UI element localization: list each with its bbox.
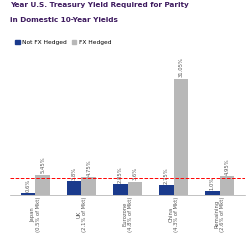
Bar xyxy=(174,78,188,195)
Bar xyxy=(128,182,142,195)
Text: in Domestic 10-Year Yields: in Domestic 10-Year Yields xyxy=(10,18,118,24)
Text: 3.6%: 3.6% xyxy=(132,167,137,180)
Text: 1.0%: 1.0% xyxy=(210,177,215,190)
Bar xyxy=(220,176,234,195)
Text: 3.8%: 3.8% xyxy=(72,166,76,179)
Bar xyxy=(35,174,50,195)
Bar xyxy=(159,185,174,195)
Bar xyxy=(67,181,82,195)
Text: 5.45%: 5.45% xyxy=(40,157,45,174)
Text: 31.05%: 31.05% xyxy=(178,58,184,78)
Bar xyxy=(82,177,96,195)
Text: 2.75%: 2.75% xyxy=(164,167,169,184)
Bar xyxy=(113,184,128,195)
Text: 4.95%: 4.95% xyxy=(224,159,230,175)
Text: 4.75%: 4.75% xyxy=(86,160,91,176)
Text: 0.6%: 0.6% xyxy=(26,178,30,192)
Legend: Not FX Hedged, FX Hedged: Not FX Hedged, FX Hedged xyxy=(13,38,114,48)
Text: 2.85%: 2.85% xyxy=(118,166,123,183)
Text: Year U.S. Treasury Yield Required for Parity: Year U.S. Treasury Yield Required for Pa… xyxy=(10,2,189,8)
Bar xyxy=(20,193,35,195)
Bar xyxy=(205,191,220,195)
